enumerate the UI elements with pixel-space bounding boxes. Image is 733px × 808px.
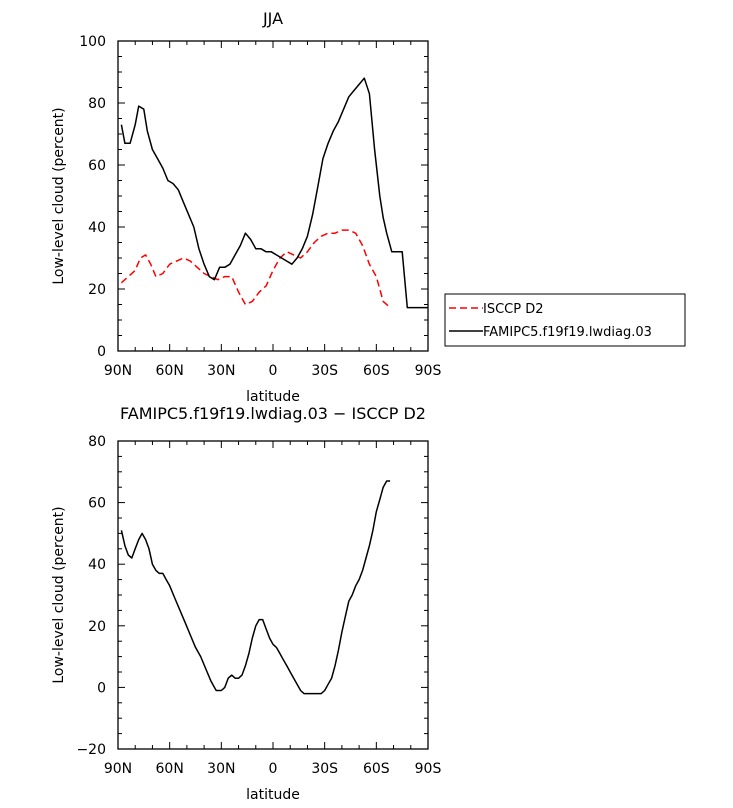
legend-box [444,293,686,347]
legend-label-famipc5: FAMIPC5.f19f19.lwdiag.03 [483,325,652,340]
x-tick-label: 90S [415,363,442,379]
y-tick-label: 100 [79,34,106,50]
top-series-lines [120,77,428,309]
y-tick-label: 20 [88,282,106,298]
top-plot-frame [117,40,429,352]
top-x-axis-label: latitude [246,389,300,405]
y-tick-label: 80 [88,434,106,450]
bottom-x-axis-label: latitude [246,787,300,803]
x-tick-label: 90N [104,761,132,777]
bottom-y-tick-labels: −20 0 20 40 60 80 [76,434,106,758]
bottom-x-tick-labels: 90N 60N 30N 0 30S 60S 90S [104,761,442,777]
y-tick-label: 40 [88,557,106,573]
bottom-chart-title: FAMIPC5.f19f19.lwdiag.03 − ISCCP D2 [120,404,426,423]
x-tick-label: 90N [104,363,132,379]
bottom-panel: FAMIPC5.f19f19.lwdiag.03 − ISCCP D2 −20 0… [51,404,441,803]
bottom-axis-ticks [117,440,429,750]
y-tick-label: 0 [97,680,106,696]
y-tick-label: 60 [88,496,106,512]
x-tick-label: 30N [207,363,235,379]
series-line-difference [120,480,391,695]
x-tick-label: 30S [311,363,338,379]
bottom-plot-frame [117,440,429,750]
x-tick-label: 60N [156,363,184,379]
bottom-y-axis-label: Low-level cloud (percent) [51,506,67,683]
top-axis-ticks [117,40,429,352]
y-tick-label: 80 [88,96,106,112]
legend: ISCCP D2 FAMIPC5.f19f19.lwdiag.03 [444,293,686,347]
y-tick-label: 0 [97,344,106,360]
y-tick-label: 20 [88,619,106,635]
x-tick-label: 0 [269,761,278,777]
top-x-tick-labels: 90N 60N 30N 0 30S 60S 90S [104,363,442,379]
x-tick-label: 30S [311,761,338,777]
y-tick-label: −20 [76,742,106,758]
y-tick-label: 60 [88,158,106,174]
top-y-tick-labels: 0 20 40 60 80 100 [79,34,106,360]
series-line-isccp-d2 [120,229,391,309]
bottom-series-lines [120,480,391,695]
x-tick-label: 60N [156,761,184,777]
top-panel: JJA 0 20 40 60 80 100 90N 60N 30N 0 30S 60S 90S lat… [51,9,686,405]
top-chart-title: JJA [262,9,283,28]
legend-label-isccp: ISCCP D2 [483,302,544,317]
top-y-axis-label: Low-level cloud (percent) [51,107,67,284]
series-line-famipc5-f19f19-lwdiag-03 [120,77,428,309]
x-tick-label: 0 [269,363,278,379]
x-tick-label: 30N [207,761,235,777]
y-tick-label: 40 [88,220,106,236]
x-tick-label: 60S [363,761,390,777]
x-tick-label: 60S [363,363,390,379]
x-tick-label: 90S [415,761,442,777]
